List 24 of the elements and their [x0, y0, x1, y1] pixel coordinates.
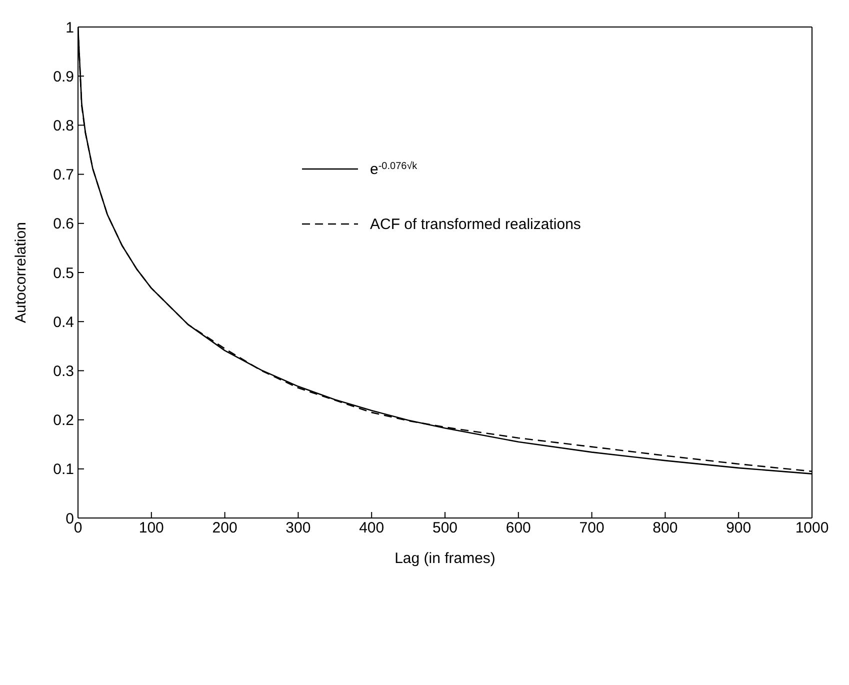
y-tick-label: 0.6	[53, 216, 74, 233]
legend-label: ACF of transformed realizations	[370, 216, 581, 233]
x-tick-label: 700	[579, 520, 604, 537]
x-tick-label: 200	[212, 520, 238, 537]
y-tick-label: 0.1	[53, 461, 74, 478]
x-tick-label: 100	[138, 520, 164, 537]
y-tick-label: 0.3	[53, 363, 74, 380]
x-tick-label: 1000	[795, 520, 829, 537]
y-tick-label: 0.4	[53, 314, 74, 331]
x-tick-label: 900	[726, 520, 752, 537]
x-tick-label: 400	[359, 520, 384, 537]
y-tick-label: 0.9	[53, 68, 74, 86]
y-tick-label: 0.2	[53, 412, 74, 430]
y-tick-label: 0.7	[53, 166, 74, 184]
y-axis-title: Autocorrelation	[12, 222, 30, 323]
x-tick-label: 500	[432, 520, 458, 537]
x-tick-label: 800	[652, 520, 678, 537]
legend-label: e$^{-0.076√k}$	[370, 160, 418, 178]
y-tick-label: 1	[66, 19, 74, 36]
x-tick-label: 300	[286, 520, 311, 537]
x-axis-title: Lag (in frames)	[394, 550, 496, 567]
y-tick-label: 0.8	[53, 118, 74, 135]
x-tick-label: 600	[506, 520, 531, 537]
y-tick-label: 0.5	[53, 264, 74, 282]
